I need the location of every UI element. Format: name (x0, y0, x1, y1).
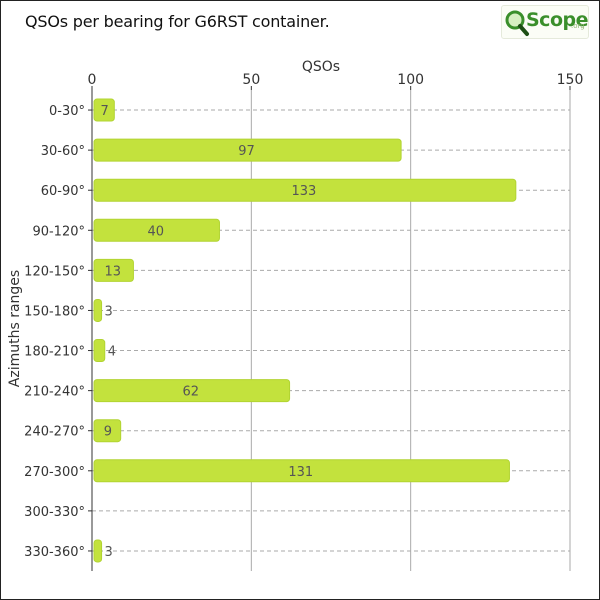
data-label: 13 (104, 264, 121, 279)
data-label: 131 (288, 465, 313, 480)
y-category-label: 180-210° (24, 345, 85, 360)
bar (93, 138, 402, 162)
y-axis-label: Azimuths ranges (7, 270, 23, 387)
bar (93, 98, 115, 122)
y-category-label: 150-180° (24, 304, 85, 319)
y-category-label: 210-240° (24, 385, 85, 400)
data-label: 3 (105, 304, 113, 319)
bar (93, 539, 103, 563)
magnifier-icon (505, 10, 529, 36)
y-category-label: 270-300° (24, 465, 85, 480)
bar (93, 419, 122, 443)
logo-text: Scope (526, 9, 589, 31)
y-category-label: 240-270° (24, 425, 85, 440)
bar (93, 379, 291, 403)
bars (93, 98, 517, 563)
logo-sub-text: .org (571, 22, 585, 30)
y-category-label: 60-90° (41, 184, 85, 199)
x-tick-label: 0 (88, 72, 97, 88)
x-tick-label: 100 (397, 72, 424, 88)
data-label: 9 (104, 425, 112, 440)
x-tick-labels: 0 50 100 150 (88, 72, 584, 88)
y-category-label: 0-30° (49, 104, 85, 119)
data-label: 62 (183, 385, 200, 400)
data-label: 4 (108, 345, 116, 360)
x-axis-label: QSOs (302, 59, 340, 75)
x-tick-label: 50 (242, 72, 260, 88)
y-category-labels: 0-30° 30-60° 60-90° 90-120° 120-150° 150-180°… (24, 104, 85, 560)
bar (93, 178, 517, 202)
y-category-label: 90-120° (32, 224, 85, 239)
data-label: 133 (291, 184, 316, 199)
y-category-label: 330-360° (24, 545, 85, 560)
x-tick-label: 150 (557, 72, 584, 88)
bar (93, 258, 134, 282)
y-category-label: 300-330° (24, 505, 85, 520)
qscope-logo[interactable]: Scope .org (501, 5, 589, 39)
data-label: 7 (101, 104, 109, 119)
data-label: 97 (238, 144, 255, 159)
bar (93, 459, 510, 483)
data-label: 40 (147, 224, 164, 239)
y-category-label: 30-60° (41, 144, 85, 159)
data-label: 3 (105, 545, 113, 560)
bar (93, 218, 220, 242)
y-category-label: 120-150° (24, 264, 85, 279)
chart-title: QSOs per bearing for G6RST container. (25, 12, 330, 31)
bar (93, 298, 103, 322)
bar (93, 339, 106, 363)
